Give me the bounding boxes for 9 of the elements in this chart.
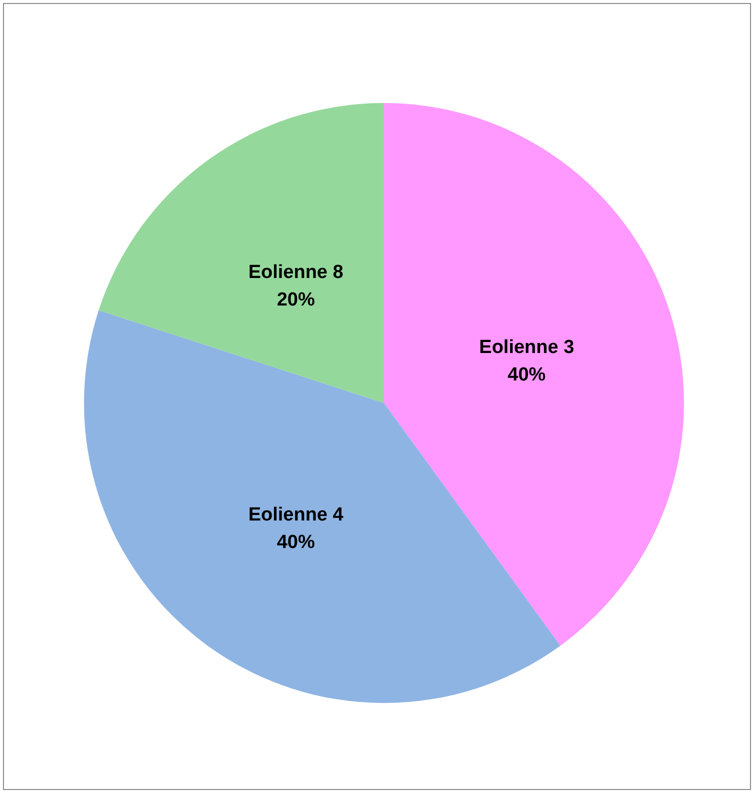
data-label: 40% — [508, 364, 546, 386]
slice-label: Eolienne 3 — [479, 336, 574, 358]
data-label: 40% — [276, 532, 315, 554]
slice-label: Eolienne 8 — [248, 262, 344, 283]
pie-slice — [384, 103, 684, 646]
slice-label: Eolienne 4 — [248, 504, 344, 526]
pie-slice — [84, 310, 560, 703]
data-label: 20% — [276, 289, 315, 310]
pie-slice — [98, 103, 384, 403]
